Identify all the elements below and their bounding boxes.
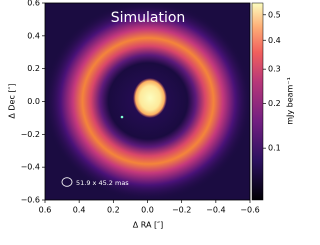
chart-title: Simulation [111, 10, 186, 26]
y-tick-label: −0.4 [21, 163, 40, 172]
colorbar-tick-label: 0.3 [268, 65, 281, 74]
x-tick-label: 0.6 [39, 206, 52, 215]
x-tick-label: −0.2 [172, 206, 191, 215]
colorbar-tick-label: 0.2 [268, 99, 281, 108]
beam-annotation: 51.9 x 45.2 mas [76, 179, 129, 187]
x-axis-label: Δ RA [″] [133, 221, 164, 230]
y-tick-label: 0.4 [27, 31, 40, 40]
colorbar-tick-label: 0.1 [268, 144, 281, 153]
y-tick-label: 0.6 [27, 0, 40, 8]
x-tick-label: −0.6 [240, 206, 259, 215]
y-tick-label: 0.0 [27, 97, 40, 106]
colorbar-label: mJy beam⁻¹ [286, 77, 295, 125]
x-tick-label: 0.4 [73, 206, 86, 215]
y-tick-label: −0.2 [21, 130, 40, 139]
x-tick-label: 0.2 [107, 206, 120, 215]
colorbar [251, 2, 264, 201]
x-tick-label: −0.4 [206, 206, 225, 215]
y-tick-label: −0.6 [21, 196, 40, 205]
colorbar-tick-label: 0.5 [268, 10, 281, 19]
y-tick-label: 0.2 [27, 64, 40, 73]
x-tick-label: 0.0 [141, 206, 154, 215]
chart: Simulation 51.9 x 45.2 mas Δ RA [″] Δ De… [8, 0, 295, 230]
colorbar-tick-label: 0.4 [268, 36, 281, 45]
image [45, 3, 250, 200]
y-axis-label: Δ Dec [″] [8, 83, 17, 118]
